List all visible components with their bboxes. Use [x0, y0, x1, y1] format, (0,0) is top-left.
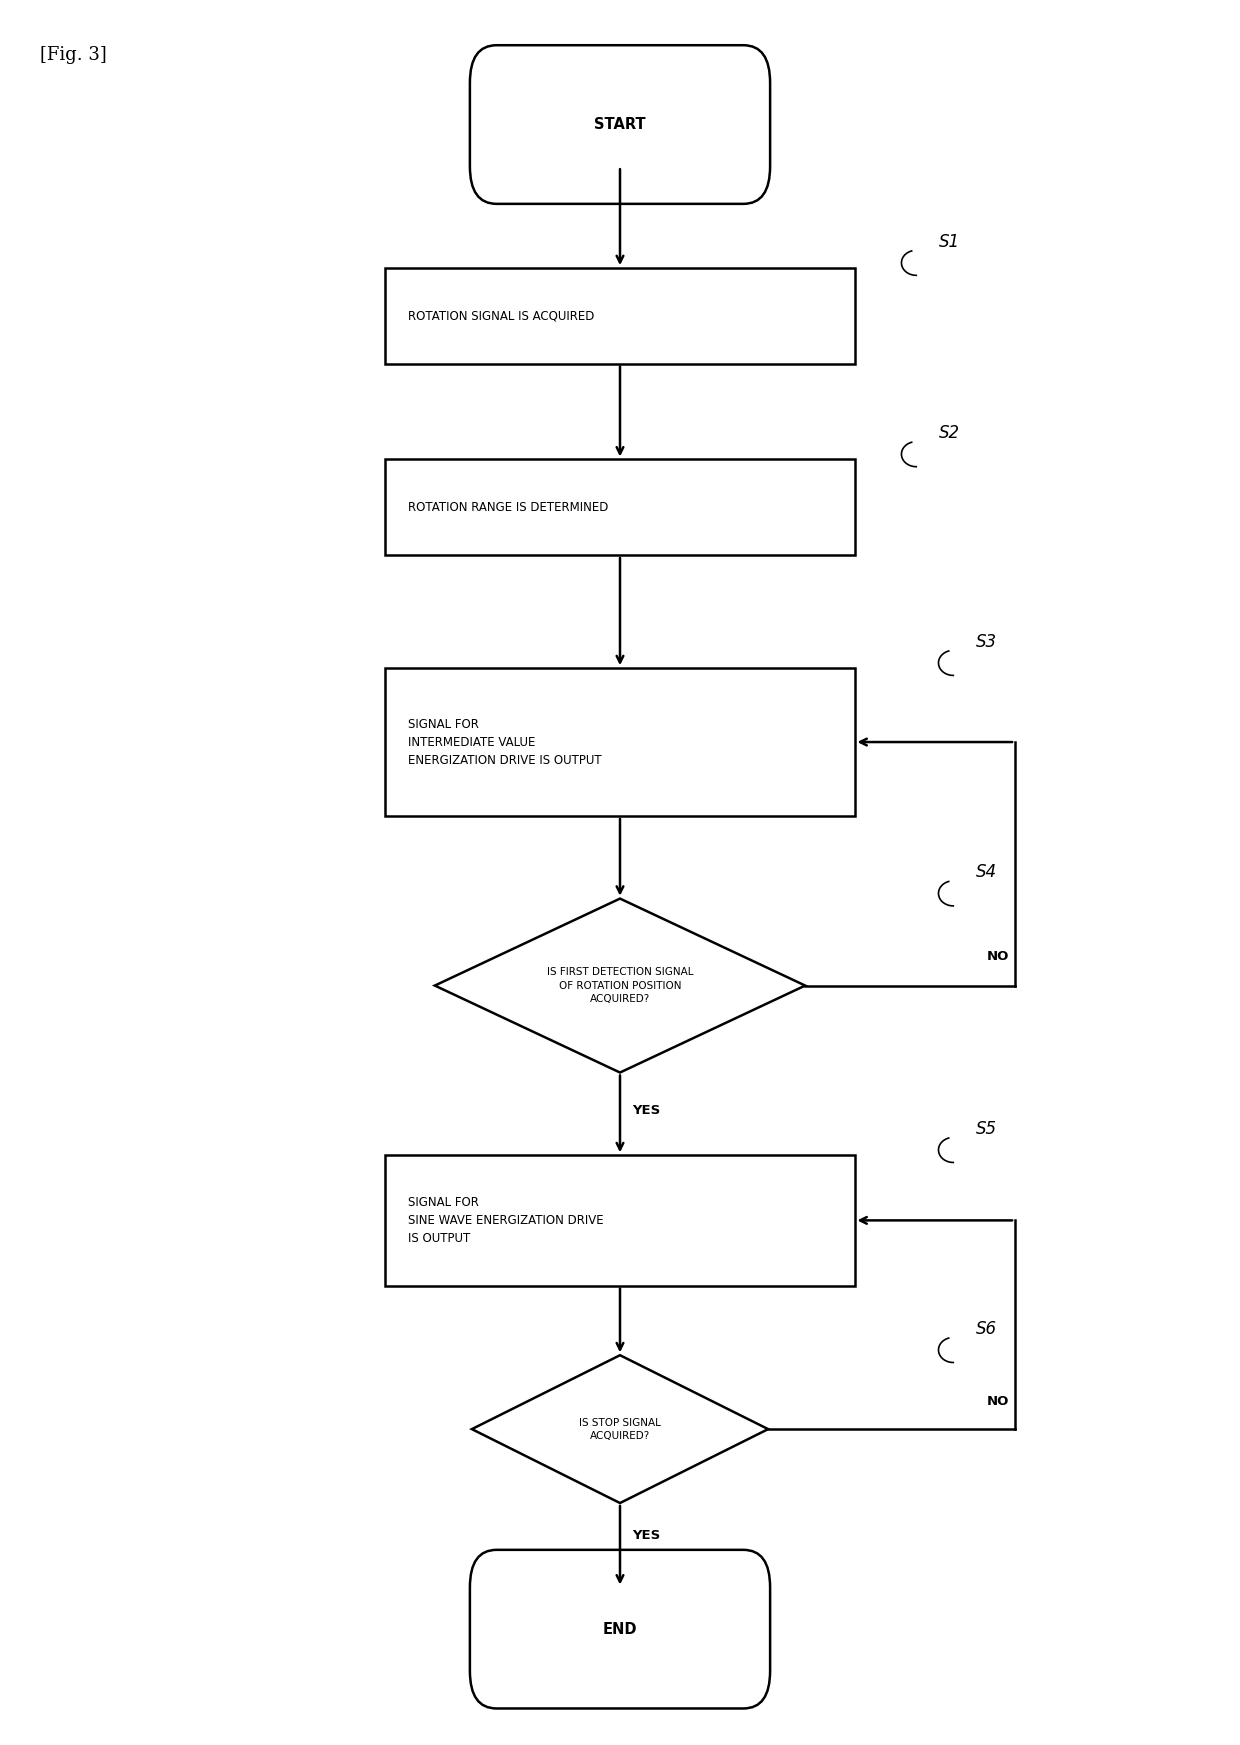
- Polygon shape: [435, 899, 805, 1073]
- Text: S2: S2: [939, 424, 960, 441]
- Text: START: START: [594, 117, 646, 133]
- Text: YES: YES: [632, 1105, 661, 1117]
- Text: ROTATION RANGE IS DETERMINED: ROTATION RANGE IS DETERMINED: [408, 501, 608, 513]
- Text: S3: S3: [976, 633, 997, 651]
- Text: NO: NO: [987, 949, 1009, 963]
- Bar: [386, 459, 854, 555]
- FancyBboxPatch shape: [470, 1550, 770, 1708]
- Text: S6: S6: [976, 1319, 997, 1338]
- Text: END: END: [603, 1621, 637, 1637]
- Text: ROTATION SIGNAL IS ACQUIRED: ROTATION SIGNAL IS ACQUIRED: [408, 309, 594, 323]
- Bar: [386, 1155, 854, 1286]
- Text: SIGNAL FOR
SINE WAVE ENERGIZATION DRIVE
IS OUTPUT: SIGNAL FOR SINE WAVE ENERGIZATION DRIVE …: [408, 1195, 604, 1244]
- Text: [Fig. 3]: [Fig. 3]: [40, 47, 107, 65]
- Text: IS STOP SIGNAL
ACQUIRED?: IS STOP SIGNAL ACQUIRED?: [579, 1417, 661, 1441]
- Polygon shape: [472, 1356, 768, 1502]
- Text: NO: NO: [987, 1396, 1009, 1408]
- Text: SIGNAL FOR
INTERMEDIATE VALUE
ENERGIZATION DRIVE IS OUTPUT: SIGNAL FOR INTERMEDIATE VALUE ENERGIZATI…: [408, 717, 601, 766]
- Text: YES: YES: [632, 1529, 661, 1543]
- Bar: [386, 668, 854, 817]
- FancyBboxPatch shape: [470, 45, 770, 204]
- Text: S5: S5: [976, 1120, 997, 1138]
- Bar: [386, 269, 854, 363]
- Text: S4: S4: [976, 864, 997, 881]
- Text: IS FIRST DETECTION SIGNAL
OF ROTATION POSITION
ACQUIRED?: IS FIRST DETECTION SIGNAL OF ROTATION PO…: [547, 967, 693, 1003]
- Text: S1: S1: [939, 232, 960, 251]
